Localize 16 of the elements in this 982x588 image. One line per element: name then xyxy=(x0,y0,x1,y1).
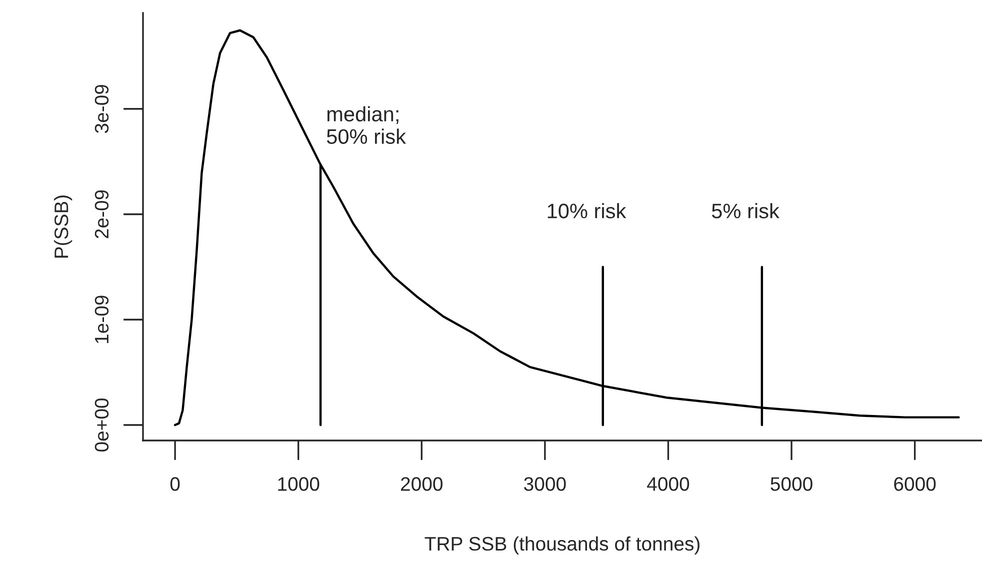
annotation: 5% risk xyxy=(712,203,780,218)
x-tick-label: 0 xyxy=(170,477,180,491)
annotation: 10% risk xyxy=(548,203,626,218)
y-tick-label: 2e-09 xyxy=(94,190,109,238)
y-axis-title: P(SSB) xyxy=(54,196,72,258)
annotation: median; 50% risk xyxy=(326,106,406,144)
x-tick-label: 2000 xyxy=(400,477,443,491)
y-tick-label: 3e-09 xyxy=(94,84,109,134)
x-axis-title: TRP SSB (thousands of tonnes) xyxy=(424,536,700,555)
x-tick-label: 3000 xyxy=(524,477,566,491)
x-tick-label: 1000 xyxy=(278,477,320,491)
x-tick-label: 6000 xyxy=(894,477,936,491)
y-tick-label: 0e+00 xyxy=(94,398,109,452)
x-tick-label: 5000 xyxy=(770,477,812,491)
x-tick-label: 4000 xyxy=(647,477,690,491)
y-tick-label: 1e-09 xyxy=(94,296,109,344)
